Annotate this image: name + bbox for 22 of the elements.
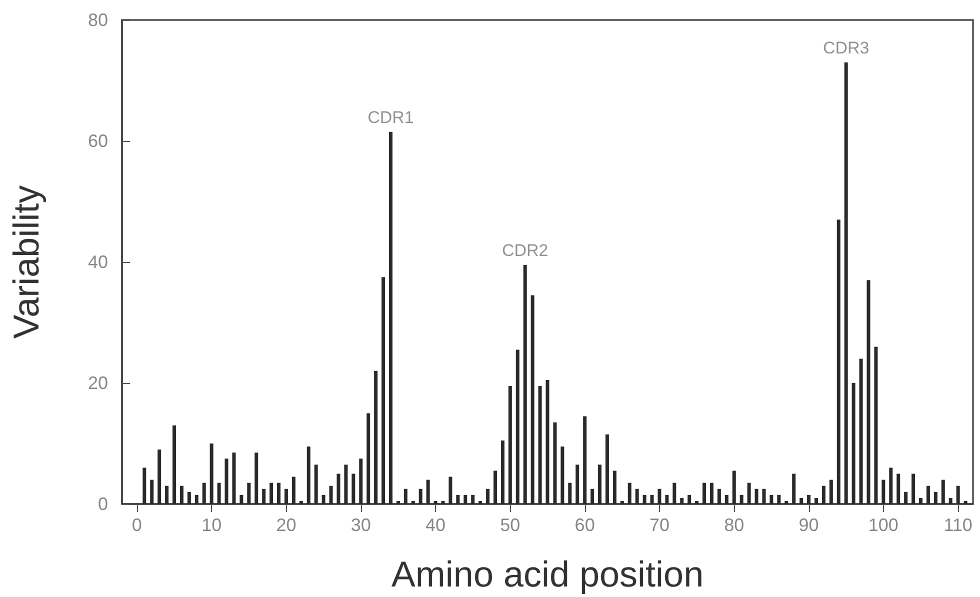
y-tick-label: 40 — [88, 252, 108, 272]
x-axis-title: Amino acid position — [391, 554, 704, 594]
x-tick-label: 100 — [868, 515, 898, 535]
x-tick-label: 90 — [798, 515, 819, 535]
annotation: CDR2 — [502, 241, 548, 260]
x-tick-label: 40 — [426, 515, 446, 535]
annotation: CDR3 — [822, 38, 870, 58]
annotation: CDR1 — [368, 108, 414, 127]
x-tick-label: 20 — [276, 515, 296, 535]
x-tick-label: 10 — [202, 515, 222, 535]
y-tick-label: 0 — [98, 494, 108, 514]
x-tick-label: 70 — [649, 515, 670, 535]
y-axis-title: Variability — [6, 185, 46, 339]
x-tick-label: 80 — [724, 515, 744, 535]
x-tick-label: 30 — [350, 515, 371, 535]
x-tick-label: 50 — [500, 515, 520, 535]
y-tick-label: 60 — [88, 131, 108, 151]
y-tick-label: 80 — [88, 10, 108, 30]
x-tick-label: 60 — [574, 515, 595, 535]
y-tick-label: 20 — [88, 373, 108, 393]
x-tick-label: 110 — [944, 515, 972, 535]
x-tick-label: 0 — [132, 515, 142, 535]
